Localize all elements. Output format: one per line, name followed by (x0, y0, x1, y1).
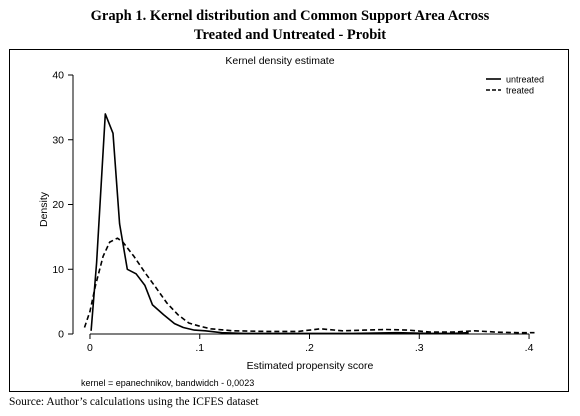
y-tick-label: 20 (52, 199, 64, 211)
x-tick-label: .1 (195, 342, 204, 354)
chart-frame: Kernel density estimate 0 10 20 30 40 0 .1 .2 .3.… (9, 49, 569, 392)
kernel-density-chart: Kernel density estimate 0 10 20 30 40 0 .1 .2 .3.… (38, 55, 544, 388)
y-tick-label: 0 (58, 329, 64, 341)
legend-label-untreated: untreated (506, 75, 544, 85)
figure-caption-line-2: Treated and Untreated - Probit (193, 27, 387, 43)
kernel-note: kernel = epanechnikov, bandwidch - 0,002… (81, 378, 254, 388)
y-tick-label: 10 (52, 264, 64, 276)
x-tick-label: .4 (525, 342, 534, 354)
series-line-treated (83, 237, 535, 334)
x-tick-label: 0 (87, 342, 93, 354)
figure-caption-line-1: Graph 1. Kernel distribution and Common … (90, 8, 490, 24)
x-tick-label: .3 (415, 342, 424, 354)
source-note: Source: Author’s calculations using the … (9, 396, 259, 408)
y-tick-label: 30 (52, 134, 64, 146)
y-axis-label: Density (38, 191, 50, 227)
chart-title: Kernel density estimate (225, 55, 334, 67)
y-tick-label: 40 (52, 70, 64, 82)
x-axis-label: Estimated propensity score (247, 360, 374, 372)
legend-label-treated: treated (506, 86, 534, 96)
series-line-untreated (90, 113, 469, 335)
x-tick-label: .2 (305, 342, 314, 354)
